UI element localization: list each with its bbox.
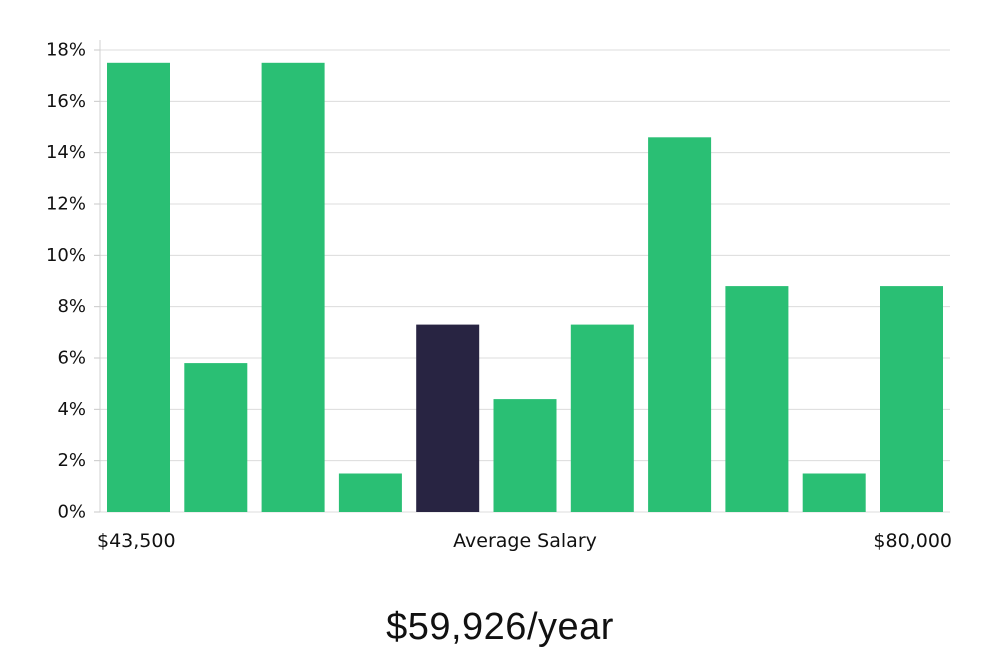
y-axis-tick-labels: 0% 2% 4% 6% 8% 10% 12% 14% 16% 18% [46, 40, 86, 523]
bar [261, 62, 325, 513]
y-tick-label: 2% [57, 450, 86, 471]
y-tick-label: 6% [57, 348, 86, 369]
bar [570, 324, 634, 512]
x-axis-title: Average Salary [453, 530, 597, 552]
y-tick-label: 4% [57, 399, 86, 420]
y-tick-label: 18% [46, 40, 86, 61]
y-tick-label: 12% [46, 194, 86, 215]
bar [725, 286, 789, 512]
y-tick-label: 16% [46, 91, 86, 112]
bar [880, 286, 943, 512]
bar [107, 62, 170, 513]
y-tick-label: 10% [46, 245, 86, 266]
bar [802, 473, 866, 512]
y-tick-label: 0% [57, 502, 86, 523]
salary-histogram: 0% 2% 4% 6% 8% 10% 12% 14% 16% 18% $43,500 Averag… [46, 40, 952, 553]
y-tick-label: 14% [46, 142, 86, 163]
x-min-label: $43,500 [97, 530, 176, 552]
y-tick-label: 8% [57, 296, 86, 317]
bar [338, 473, 402, 512]
x-max-label: $80,000 [873, 530, 952, 552]
average-salary-value: $59,926/year [386, 606, 614, 648]
bar [493, 399, 557, 512]
bar [648, 137, 712, 513]
bar [184, 363, 248, 512]
bar-average-salary [416, 324, 480, 512]
bars [107, 62, 943, 513]
